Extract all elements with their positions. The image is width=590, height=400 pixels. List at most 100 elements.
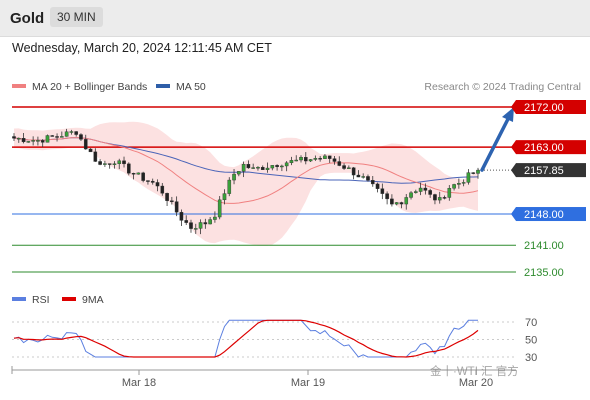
candle-body xyxy=(146,180,150,182)
x-tick-label: Mar 18 xyxy=(122,377,156,389)
candle-body xyxy=(21,138,26,143)
level-label-box xyxy=(516,140,586,155)
candle-body xyxy=(370,180,375,185)
candle-body xyxy=(246,164,251,169)
candle-body xyxy=(112,163,117,165)
candle-body xyxy=(260,167,265,170)
watermark: 金十·WTI 汇 官方 xyxy=(430,364,519,378)
level-label: 2141.00 xyxy=(524,240,564,252)
legend-swatch xyxy=(156,84,170,88)
level-label: 2157.85 xyxy=(524,165,564,177)
forecast-arrow-shaft xyxy=(480,117,510,172)
candle-body xyxy=(198,222,203,229)
candle-body xyxy=(280,165,284,168)
level-label-pointer xyxy=(511,163,516,178)
level-label: 2148.00 xyxy=(524,209,564,221)
candle-body xyxy=(55,136,59,138)
candle-body xyxy=(103,163,107,165)
candle-body xyxy=(342,165,346,169)
candle-body xyxy=(174,201,179,213)
price-legend: MA 20 + Bollinger Bands MA 50 Research © 2… xyxy=(12,81,581,93)
candle-body xyxy=(442,197,447,199)
level-label: 2163.00 xyxy=(524,142,564,154)
watermark-text: 金十·WTI 汇 官方 xyxy=(430,364,519,378)
candle-body xyxy=(399,202,404,205)
candle-body xyxy=(98,161,102,165)
candle-body xyxy=(323,155,327,159)
rsi-ma-line xyxy=(13,319,479,358)
candle-body xyxy=(217,199,222,218)
candles xyxy=(12,128,480,235)
candle-body xyxy=(299,157,303,161)
candle-body xyxy=(256,167,260,169)
forecast-arrow-head xyxy=(502,107,514,122)
candle-body xyxy=(294,159,299,162)
candle-body xyxy=(93,151,98,162)
candle-body xyxy=(404,197,409,205)
rsi-level-label: 50 xyxy=(525,335,537,347)
candle-body xyxy=(241,164,246,172)
candle-body xyxy=(437,197,442,201)
level-labels: 2172.00 2163.00 2157.85 2148.00 2141.00 2135.… xyxy=(511,100,586,279)
candle-body xyxy=(466,172,471,183)
candle-body xyxy=(385,193,389,200)
level-label-pointer xyxy=(511,100,516,114)
rsi-legend-swatch xyxy=(12,297,26,301)
candle-body xyxy=(270,165,275,169)
candle-body xyxy=(69,131,74,133)
candle-body xyxy=(179,211,184,221)
candle-body xyxy=(36,140,40,142)
candle-body xyxy=(423,187,428,191)
legend-label: MA 50 xyxy=(176,81,206,93)
candle-body xyxy=(452,184,456,189)
rsi-legend-swatch xyxy=(62,297,76,301)
candle-body xyxy=(394,202,399,205)
candle-body xyxy=(337,161,342,166)
candle-body xyxy=(313,158,318,160)
timeframe-badge[interactable]: 30 MIN xyxy=(50,7,103,27)
level-label-box xyxy=(516,207,586,222)
candle-body xyxy=(50,135,55,137)
level-label-box xyxy=(516,163,586,178)
x-tick-label: Mar 20 xyxy=(459,377,493,389)
candle-body xyxy=(447,188,452,198)
chart-datetime: Wednesday, March 20, 2024 12:11:45 AM CE… xyxy=(12,41,272,55)
candle-body xyxy=(380,188,385,194)
candle-body xyxy=(476,169,480,174)
candle-body xyxy=(433,194,437,201)
candle-body xyxy=(170,200,174,202)
candle-body xyxy=(375,183,380,189)
candle-body xyxy=(184,220,189,223)
candle-body xyxy=(16,138,21,140)
candle-body xyxy=(418,187,423,192)
candle-body xyxy=(88,148,93,153)
level-label: 2135.00 xyxy=(524,267,564,279)
candle-body xyxy=(107,163,112,165)
candle-body xyxy=(26,141,31,143)
rsi-legend-label: 9MA xyxy=(82,294,104,306)
candle-body xyxy=(327,155,332,159)
candle-body xyxy=(122,160,126,165)
rsi-level-label: 70 xyxy=(525,317,537,329)
candle-body xyxy=(227,179,232,194)
rsi-line xyxy=(13,319,478,358)
credit-text: Research © 2024 Trading Central xyxy=(424,81,581,93)
candle-body xyxy=(127,163,131,174)
candle-body xyxy=(45,135,50,143)
x-tick-label: Mar 19 xyxy=(291,377,325,389)
moving-averages xyxy=(14,137,479,204)
candle-body xyxy=(390,198,394,205)
candle-body xyxy=(189,222,193,229)
candle-body xyxy=(265,167,270,170)
candle-body xyxy=(457,183,461,185)
candle-body xyxy=(64,131,69,137)
candle-body xyxy=(428,190,432,195)
candle-body xyxy=(12,136,16,139)
rsi-legend-label: RSI xyxy=(32,294,50,306)
candle-body xyxy=(193,228,198,230)
candle-body xyxy=(308,159,313,162)
x-axis: Mar 18 Mar 19 Mar 20 xyxy=(11,366,516,389)
bollinger-fill xyxy=(14,121,478,246)
bollinger-bands xyxy=(14,121,478,246)
